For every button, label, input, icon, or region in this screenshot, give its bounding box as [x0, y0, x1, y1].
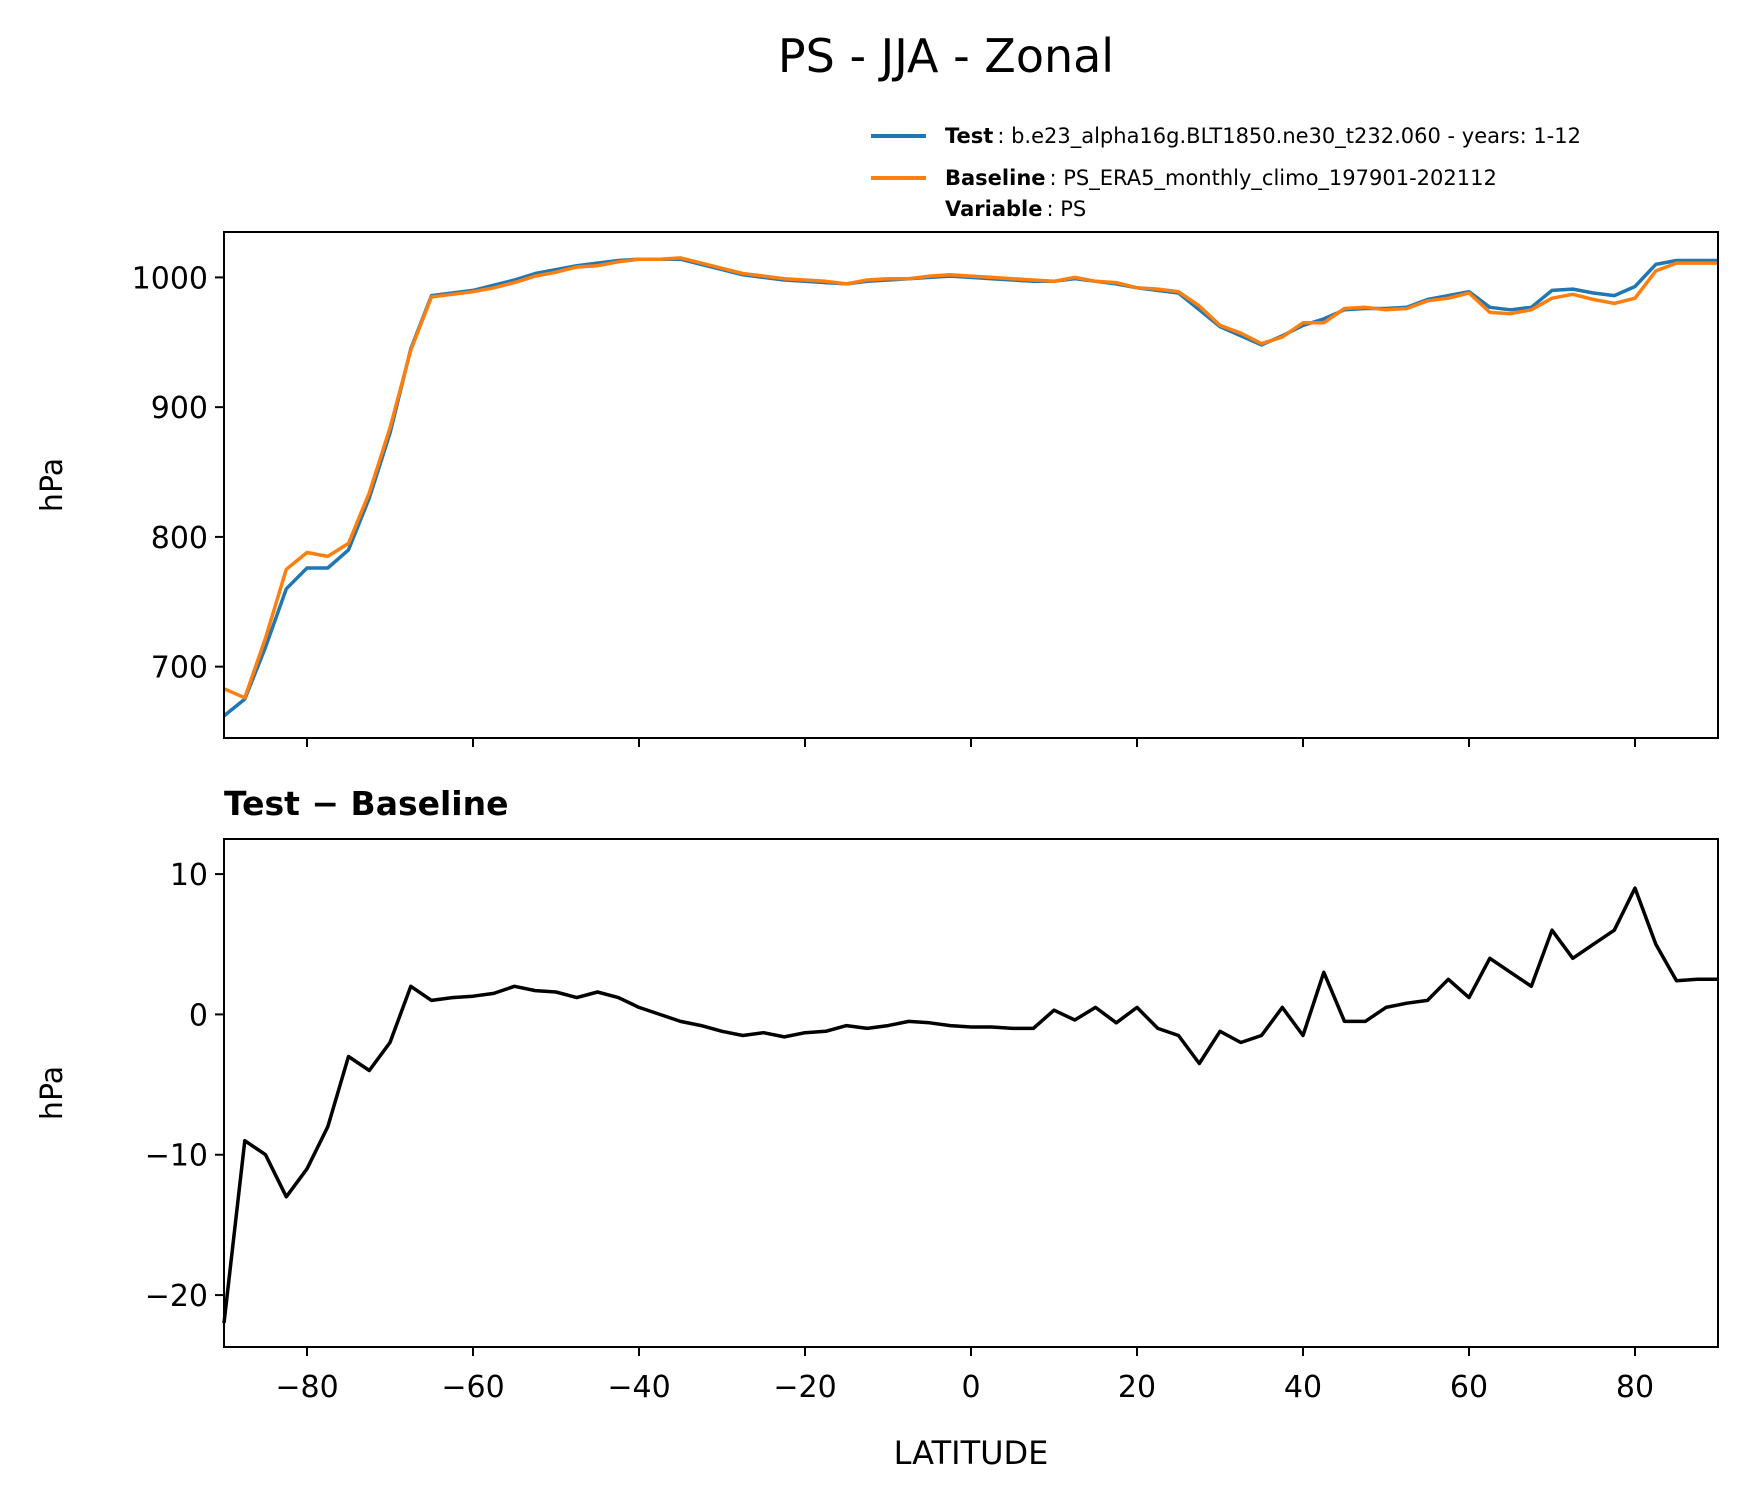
y-tick-label: 700 [151, 651, 208, 686]
legend-name: Variable [945, 197, 1042, 221]
y-tick-label: 0 [189, 998, 208, 1033]
legend-detail: : PS_ERA5_monthly_climo_197901-202112 [1050, 166, 1497, 191]
x-tick-label: 80 [1616, 1370, 1654, 1405]
x-tick-label: 40 [1284, 1370, 1322, 1405]
axes-frame [223, 838, 1719, 1348]
x-tick-label: 60 [1450, 1370, 1488, 1405]
legend-name: Test [945, 124, 993, 148]
series-line [223, 256, 1718, 700]
series-line [222, 257, 1718, 718]
y-tick-label: −10 [145, 1139, 208, 1174]
axes-title: Test − Baseline [224, 784, 509, 823]
legend-label: Baseline: PS_ERA5_monthly_climo_197901-2… [945, 166, 1497, 191]
axes-frame [223, 231, 1719, 739]
x-tick-label: −20 [773, 1370, 836, 1405]
y-axis-label: hPa [35, 458, 70, 512]
x-tick-label: 20 [1118, 1370, 1156, 1405]
y-tick-label: −20 [145, 1279, 208, 1314]
y-tick-label: 1000 [132, 261, 208, 296]
figure-title: PS - JJA - Zonal [778, 29, 1114, 83]
series-line [222, 886, 1718, 1324]
legend-label: Variable: PS [945, 197, 1086, 221]
y-axis-label: hPa [35, 1066, 70, 1120]
x-axis-label: LATITUDE [894, 1434, 1049, 1472]
legend-name: Baseline [945, 166, 1046, 190]
x-tick-label: 0 [961, 1370, 980, 1405]
y-tick-label: 900 [151, 391, 208, 426]
x-tick-label: −40 [607, 1370, 670, 1405]
x-tick-label: −80 [275, 1370, 338, 1405]
y-tick-label: 800 [151, 521, 208, 556]
legend-detail: : b.e23_alpha16g.BLT1850.ne30_t232.060 -… [997, 124, 1581, 149]
x-tick-label: −60 [441, 1370, 504, 1405]
y-tick-label: 10 [170, 858, 208, 893]
legend-label: Test: b.e23_alpha16g.BLT1850.ne30_t232.0… [945, 124, 1581, 149]
legend-detail: : PS [1046, 197, 1086, 221]
